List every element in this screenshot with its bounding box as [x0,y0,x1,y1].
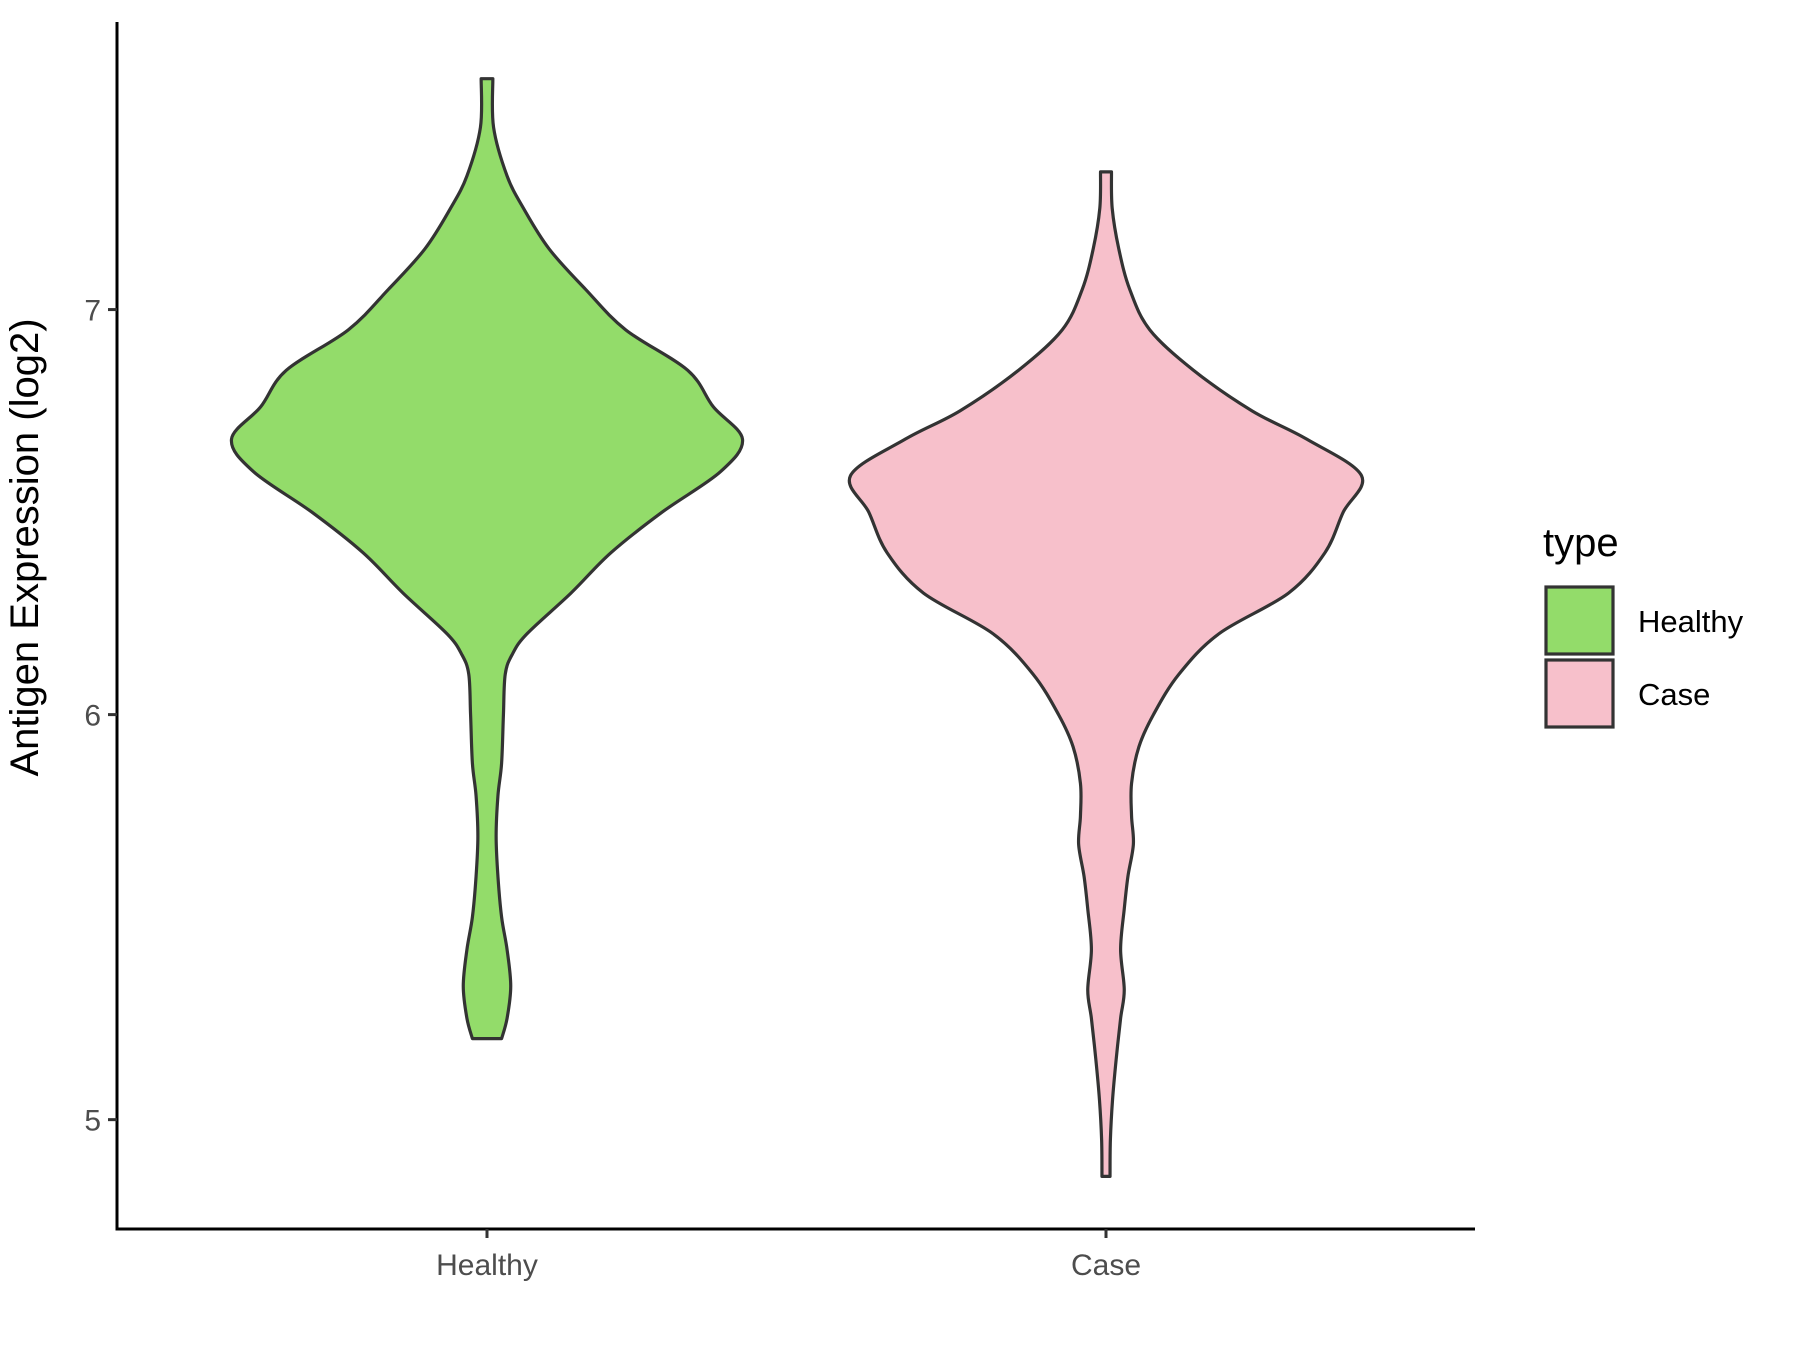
violins [229,77,1365,1178]
y-tick-label: 7 [84,295,101,328]
y-tick-label: 5 [84,1105,101,1138]
x-tick-label: Healthy [436,1249,538,1282]
axes: 5 6 7 Healthy Case Antigen Expression (log2… [3,22,1475,1282]
x-ticks: Healthy Case [436,1229,1141,1282]
legend-items: Healthy Case [1544,585,1744,729]
legend-label-healthy: Healthy [1638,604,1744,639]
legend-key-healthy [1544,585,1615,656]
y-axis-title: Antigen Expression (log2) [3,318,47,776]
violin-healthy [229,77,745,1041]
y-tick-label: 6 [84,700,101,733]
y-ticks: 5 6 7 [84,295,117,1138]
legend-key-case [1544,658,1615,729]
legend: type Healthy Case [1543,521,1744,729]
legend-title: type [1543,521,1619,565]
legend-label-case: Case [1638,677,1710,712]
violin-case [847,170,1365,1178]
x-tick-label: Case [1071,1249,1141,1282]
